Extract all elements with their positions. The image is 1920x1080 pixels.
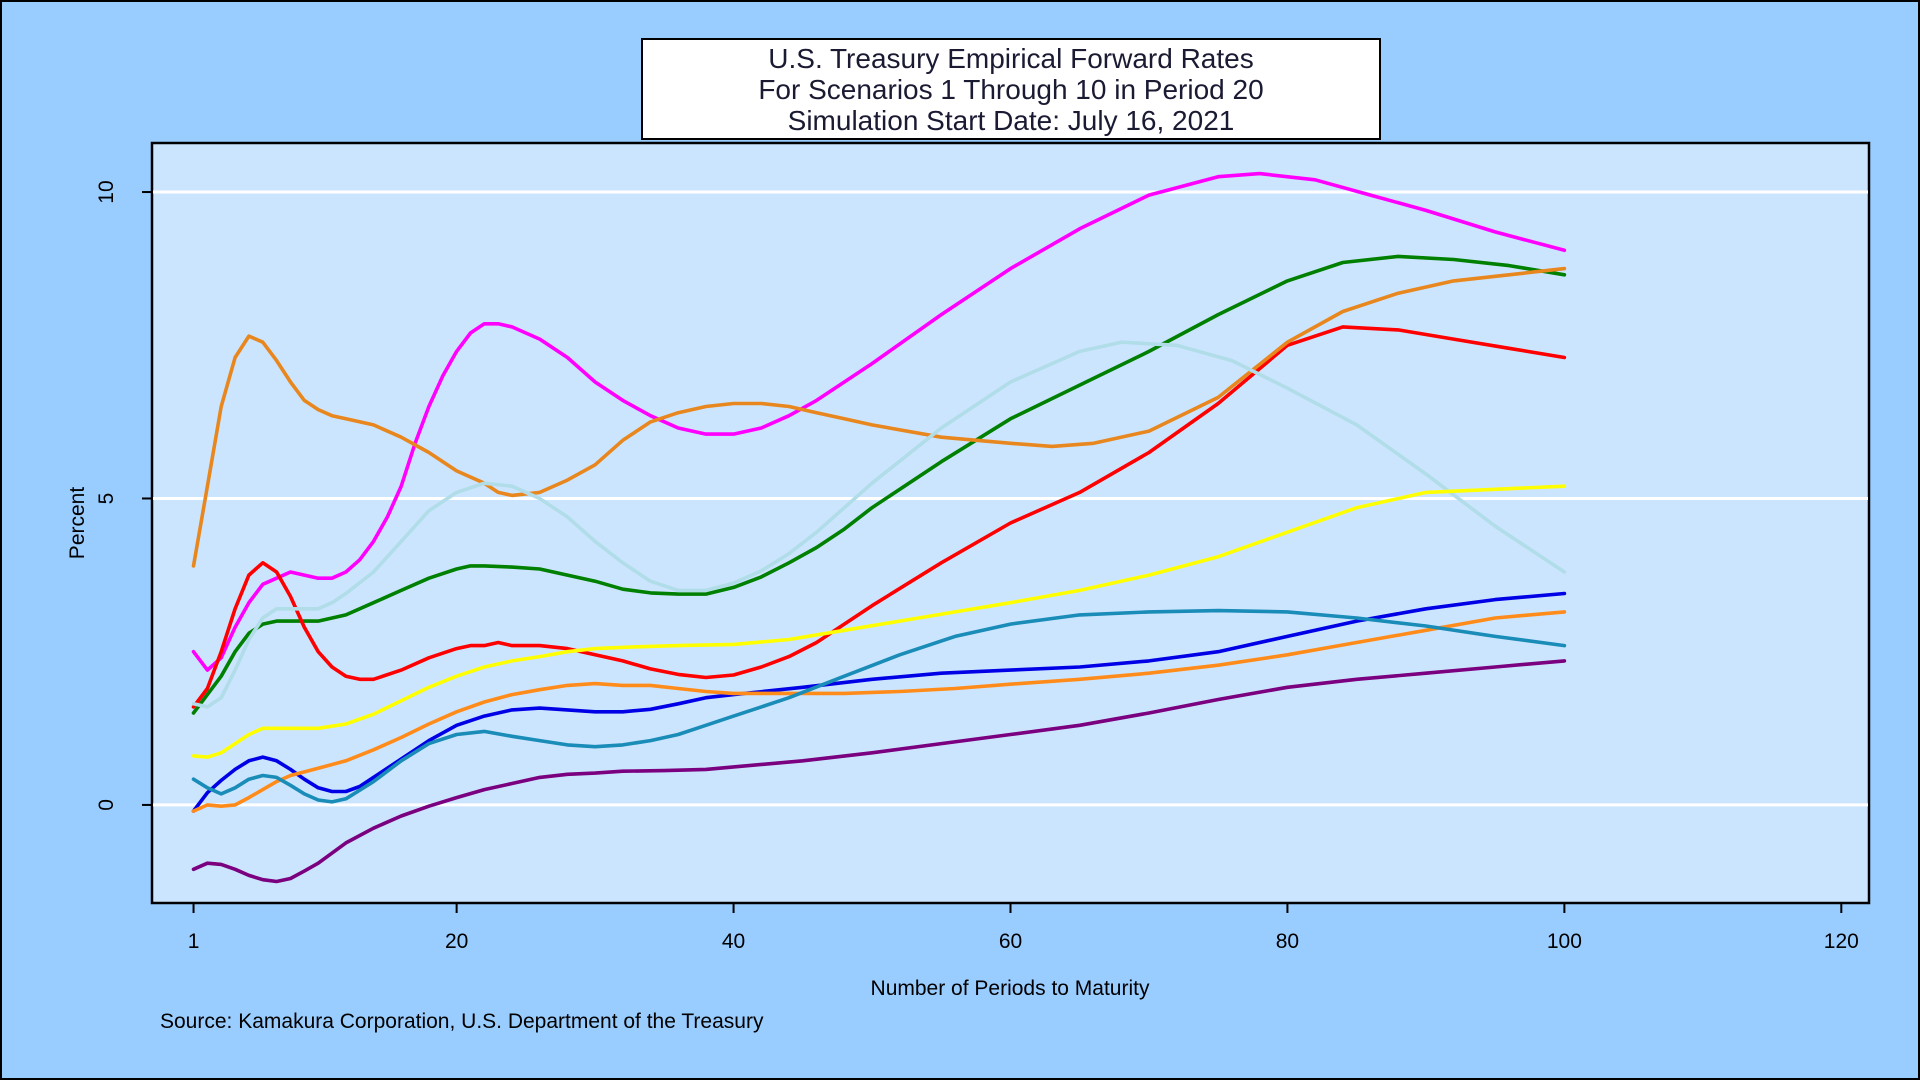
x-tick-label: 20 <box>445 930 468 953</box>
x-tick-label: 1 <box>188 930 200 953</box>
y-tick-label: 5 <box>95 493 118 505</box>
y-tick-label: 0 <box>95 799 118 811</box>
series-line-3 <box>191 325 1567 709</box>
x-tick-label: 100 <box>1547 930 1582 953</box>
series-line-9 <box>191 608 1567 804</box>
y-axis-title: Percent <box>66 487 89 560</box>
x-tick-label: 120 <box>1824 930 1859 953</box>
x-tick-label: 60 <box>999 930 1022 953</box>
x-axis-title: Number of Periods to Maturity <box>871 977 1150 1000</box>
chart-subtitle-line-1: For Scenarios 1 Through 10 in Period 20 <box>758 73 1264 105</box>
series-line-8 <box>191 610 1567 813</box>
series-line-1 <box>191 171 1567 672</box>
series-line-7 <box>191 591 1567 813</box>
series-line-10 <box>191 659 1567 884</box>
chart-subtitle-line-2: Simulation Start Date: July 16, 2021 <box>787 104 1235 136</box>
series-line-4 <box>191 266 1567 568</box>
source-note: Source: Kamakura Corporation, U.S. Depar… <box>160 1010 764 1033</box>
series-line-6 <box>191 484 1567 759</box>
y-tick-label: 10 <box>95 180 118 203</box>
x-tick-label: 40 <box>722 930 745 953</box>
chart-title-box: U.S. Treasury Empirical Forward Rates Fo… <box>641 38 1381 140</box>
series-line-5 <box>191 340 1567 709</box>
series-lines <box>191 171 1567 884</box>
chart-title: U.S. Treasury Empirical Forward Rates <box>768 42 1254 74</box>
x-tick-label: 80 <box>1276 930 1299 953</box>
